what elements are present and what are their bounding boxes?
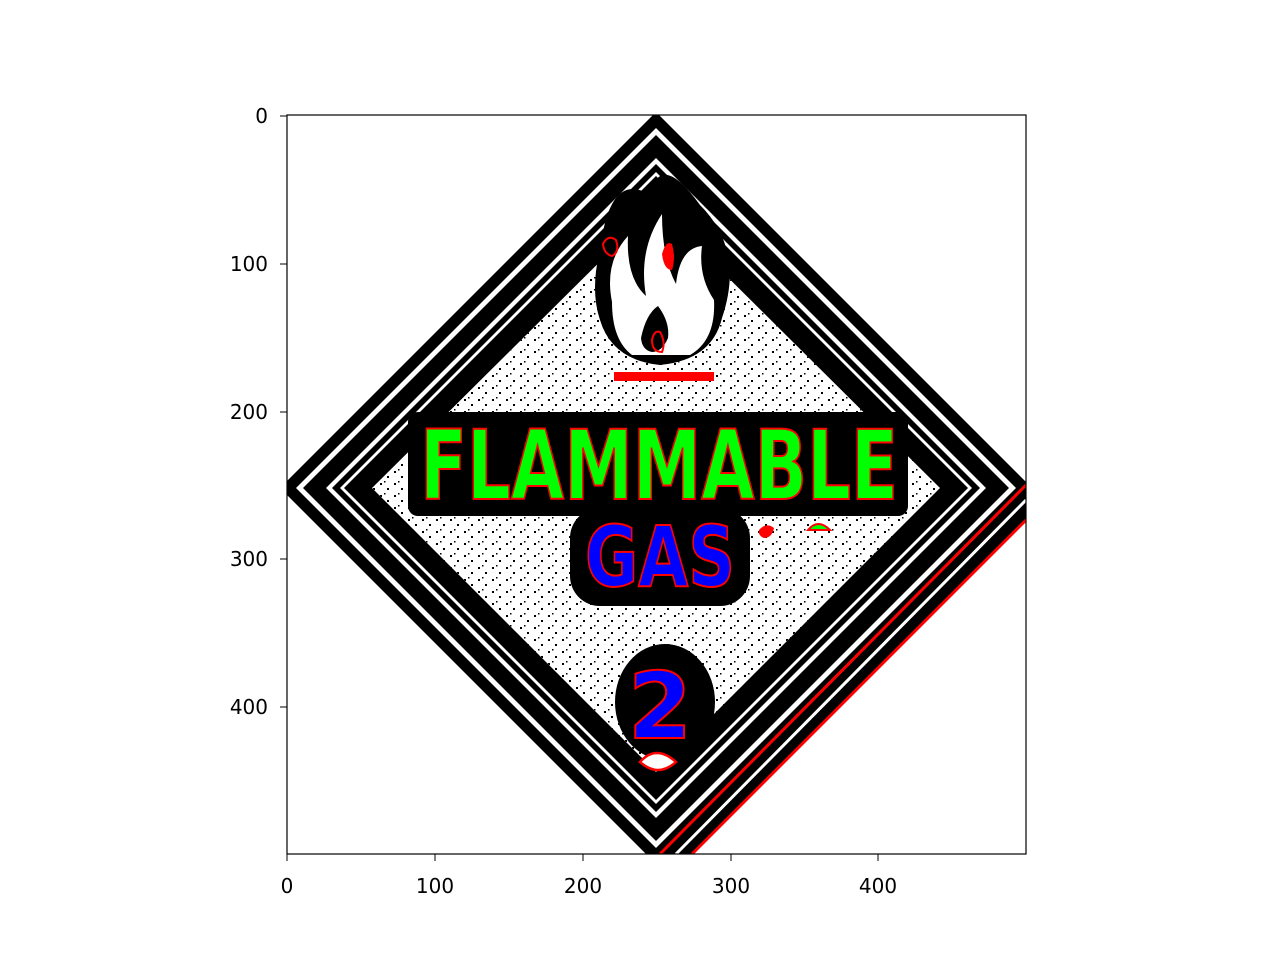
- contour-blob: [638, 751, 678, 772]
- edge-contour: [658, 483, 1026, 854]
- contour-blob: [758, 525, 774, 538]
- flame-icon: [595, 174, 730, 381]
- x-axis: 0 100 200 300 400: [281, 854, 897, 898]
- x-tick-label: 200: [564, 874, 602, 898]
- y-tick-label: 200: [230, 400, 268, 424]
- x-tick-label: 400: [859, 874, 897, 898]
- sign-text-gas: GAS: [585, 508, 735, 606]
- flame-base-bar: [614, 372, 714, 381]
- x-tick-label: 100: [416, 874, 454, 898]
- axes-frame: [286, 114, 1027, 855]
- contour-blob: [805, 523, 833, 531]
- y-tick-label: 300: [230, 547, 268, 571]
- y-axis: 0 100 200 300 400: [230, 104, 287, 719]
- y-tick-label: 100: [230, 252, 268, 276]
- sign-text-flammable: FLAMMABLE: [420, 410, 898, 522]
- x-tick-label: 0: [281, 874, 294, 898]
- image-panel: FLAMMABLE GAS 2: [287, 115, 1026, 854]
- y-tick-label: 400: [230, 695, 268, 719]
- x-tick-label: 300: [712, 874, 750, 898]
- y-tick-label: 0: [255, 104, 268, 128]
- sign-class-number: 2: [628, 653, 692, 760]
